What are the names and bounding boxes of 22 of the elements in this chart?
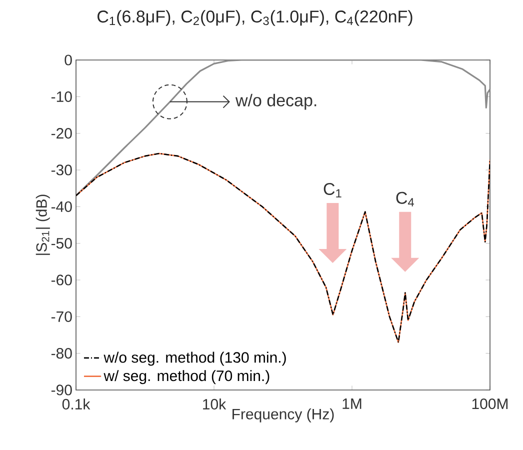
- x-tick-label: 1M: [342, 398, 362, 409]
- y-tick-label: -80: [51, 348, 72, 359]
- y-tick-label: -60: [51, 274, 72, 286]
- y-tick-label: -20: [51, 128, 72, 139]
- annotation: w/o decap.: [235, 94, 316, 110]
- x-tick-label: 0.1k: [62, 398, 90, 410]
- y-tick-label: -90: [51, 384, 72, 396]
- annotation: C$_{4}$: [396, 192, 414, 206]
- legend-label: w/o seg. method (130 min.): [104, 352, 286, 366]
- x-tick-label: 10k: [203, 398, 226, 410]
- y-tick-label: 0: [64, 54, 72, 66]
- y-tick-label: -50: [51, 238, 72, 249]
- y-axis-title: |S$_{21}$| (dB): [36, 194, 50, 255]
- y-tick-label: -30: [51, 164, 72, 176]
- annotation: C$_{1}$: [324, 182, 342, 198]
- y-tick-label: -70: [51, 311, 72, 322]
- chart-title: C$_{1}$(6.8μF), C$_{2}$(0μF), C$_{3}$(1.0μF), C$_{4}$(220nF): [98, 10, 412, 26]
- y-tick-label: -10: [51, 91, 72, 102]
- y-tick-label: -40: [51, 201, 72, 212]
- x-tick-label: 100M: [472, 398, 508, 410]
- legend-label: w/ seg. method (70 min.): [104, 370, 270, 384]
- x-axis-title: Frequency (Hz): [232, 408, 334, 422]
